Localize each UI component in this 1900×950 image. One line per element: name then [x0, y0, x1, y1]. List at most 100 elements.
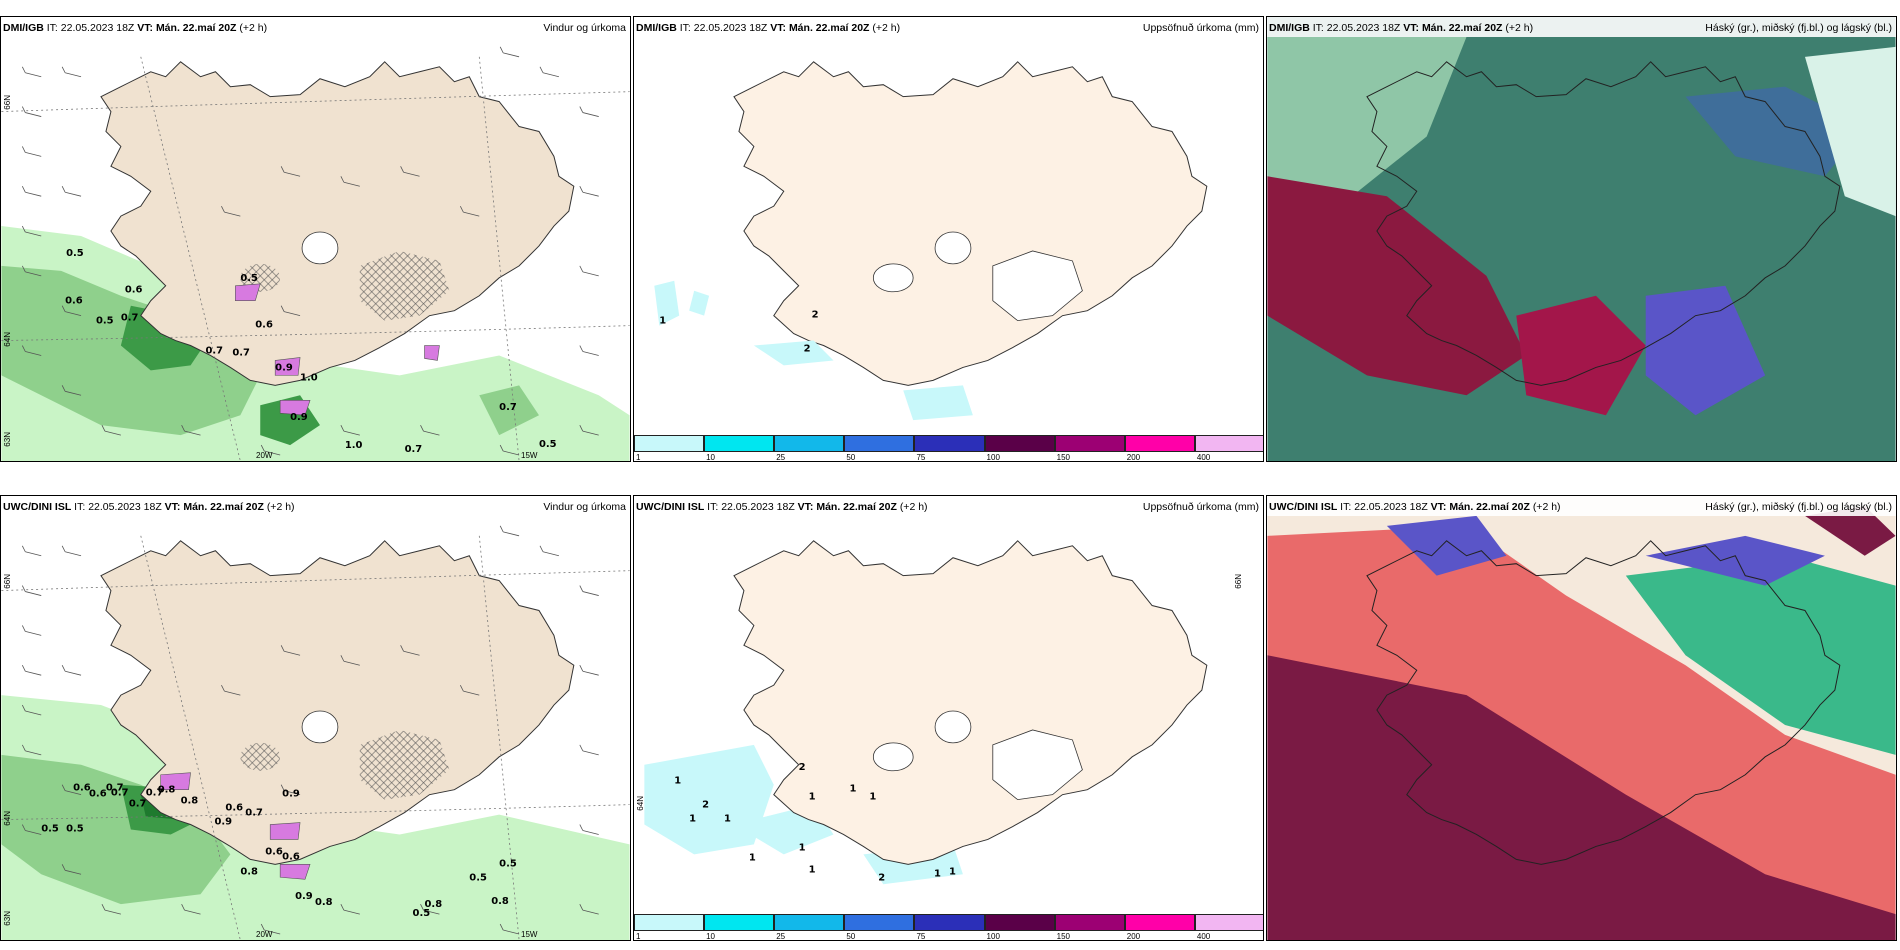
valid-time: Mán. 22.maí 20Z: [1421, 22, 1503, 34]
precip-value-label: 1: [849, 784, 856, 795]
it-label: IT:: [707, 501, 719, 513]
colorbar-tick: 200: [1126, 932, 1141, 941]
precip-value-label: 0.7: [146, 788, 164, 799]
precip-value-label: 2: [878, 872, 885, 883]
valid-time: Mán. 22.maí 20Z: [183, 501, 264, 513]
model-label: DMI/IGB: [1269, 22, 1310, 34]
accum-value-labels: 1 2 2: [659, 310, 818, 355]
precip-value-label: 0.7: [129, 799, 147, 810]
snow-markers: [235, 283, 440, 416]
it-label: IT:: [46, 22, 58, 34]
colorbar-swatch: [634, 914, 705, 931]
colorbar-swatch: [1194, 435, 1263, 452]
precip-value-label: 0.7: [499, 402, 517, 413]
init-time: 22.05.2023 18Z: [60, 22, 135, 34]
precip-value-label: 0.5: [240, 273, 258, 284]
precip-value-label: 0.5: [41, 823, 59, 834]
precip-value-label: 1: [869, 792, 876, 803]
lead-time: (+2 h): [239, 22, 268, 34]
valid-time: Mán. 22.maí 20Z: [816, 501, 897, 513]
colorbar-swatch: [1124, 914, 1195, 931]
precip-value-label: 0.6: [265, 846, 283, 857]
colorbar-swatch: [774, 435, 845, 452]
precip-value-label: 0.7: [205, 345, 223, 356]
colorbar: 1 10 25 50 75 100 150 200 400: [634, 433, 1263, 461]
glacier-langjokull: [240, 742, 281, 771]
precip-value-label: 0.8: [315, 897, 333, 908]
colorbar-tick: 50: [846, 453, 856, 462]
panel-title: Uppsöfnuð úrkoma (mm): [1142, 501, 1259, 513]
precip-value-labels: 0.5 0.6 0.6 0.5 0.7 0.7 0.6 0.9 1.0 0.7 0.7 0.9 1.0 0…: [65, 248, 557, 455]
panel-header: DMI/IGB IT: 22.05.2023 18Z VT: Mán. 22.m…: [1, 17, 630, 37]
lon-label: 15W: [521, 930, 538, 939]
colorbar-tick: 150: [1056, 932, 1071, 941]
panel-uwc-wind-precip: UWC/DINI ISL IT: 22.05.2023 18Z VT: Mán.…: [0, 495, 631, 941]
colorbar-tick: 75: [916, 453, 926, 462]
vt-label: VT:: [164, 501, 181, 513]
init-time: 22.05.2023 18Z: [88, 501, 162, 513]
lat-label: 64N: [636, 796, 645, 811]
vt-label: VT:: [797, 501, 814, 513]
lead-time: (+2 h): [1505, 22, 1534, 34]
lat-label: 64N: [3, 811, 12, 826]
cloud-mid-area: [1386, 515, 1507, 576]
glacier-vatnajokull: [992, 250, 1083, 322]
lon-label: 20W: [256, 451, 273, 460]
colorbar-swatch: [914, 914, 985, 931]
precip-value-label: 0.6: [282, 851, 300, 862]
precip-value-label: 1: [934, 868, 941, 879]
model-label: UWC/DINI ISL: [1269, 501, 1338, 513]
colorbar-tick: 1: [636, 932, 641, 941]
lat-label: 64N: [3, 332, 12, 347]
model-label: UWC/DINI ISL: [636, 501, 705, 513]
valid-time: Mán. 22.maí 20Z: [1449, 501, 1530, 513]
colorbar-swatch: [634, 435, 705, 452]
precip-value-label: 0.5: [66, 248, 84, 259]
colorbar-swatch: [1194, 914, 1263, 931]
precip-value-label: 0.5: [413, 908, 431, 919]
vt-label: VT:: [137, 22, 154, 34]
cloud-low-area: [1625, 555, 1896, 755]
lead-time: (+2 h): [872, 22, 901, 34]
precip-value-label: 0.9: [275, 362, 293, 373]
glacier-hofsjokull: [934, 231, 972, 265]
lead-time: (+2 h): [899, 501, 928, 513]
panel-title: Vindur og úrkoma: [543, 22, 626, 34]
precip-value-label: 2: [812, 310, 819, 321]
colorbar-swatch: [984, 435, 1055, 452]
colorbar-tick: 150: [1056, 453, 1071, 462]
colorbar-tick: 25: [776, 932, 786, 941]
precip-value-label: 0.9: [282, 789, 300, 800]
colorbar-swatch: [1054, 914, 1125, 931]
glacier-hofsjokull: [301, 231, 339, 265]
glacier-langjokull: [872, 263, 914, 293]
precip-value-label: 0.7: [405, 444, 423, 455]
wind-precip-map: 0.60.60.70.5 0.50.70.60.80.70.7 0.80.90.90…: [1, 496, 630, 940]
colorbar-swatch: [704, 435, 775, 452]
lat-label: 63N: [3, 432, 12, 447]
precip-value-label: 0.6: [255, 320, 273, 331]
precip-value-label: 0.9: [295, 891, 313, 902]
precip-value-label: 0.8: [240, 866, 258, 877]
colorbar-swatch: [774, 914, 845, 931]
cloud-high-area-2: [1516, 295, 1646, 416]
lat-label: 63N: [3, 911, 12, 926]
precip-value-label: 0.7: [121, 313, 139, 324]
precip-value-label: 0.6: [65, 296, 83, 307]
colorbar-tick: 200: [1126, 453, 1141, 462]
wind-precip-map: 0.5 0.6 0.6 0.5 0.7 0.7 0.6 0.9 1.0 0.7 0.7 0.9 1.0 0…: [1, 17, 630, 461]
precip-value-labels: 0.60.60.70.5 0.50.70.60.80.70.7 0.80.90.90…: [41, 783, 517, 919]
panel-header: DMI/IGB IT: 22.05.2023 18Z VT: Mán. 22.m…: [1267, 17, 1896, 37]
cloud-high-ne-area: [1804, 505, 1896, 556]
colorbar-tick: 400: [1196, 932, 1211, 941]
precip-value-label: 1: [674, 776, 681, 787]
precip-value-label: 0.7: [245, 808, 263, 819]
precip-value-label: 0.8: [181, 796, 199, 807]
precip-value-label: 1: [749, 852, 756, 863]
clear-area: [1804, 46, 1896, 217]
precip-value-label: 1.0: [300, 372, 318, 383]
precip-mid-area-east: [479, 385, 539, 436]
glacier-vatnajokull: [992, 729, 1083, 801]
valid-time: Mán. 22.maí 20Z: [788, 22, 870, 34]
